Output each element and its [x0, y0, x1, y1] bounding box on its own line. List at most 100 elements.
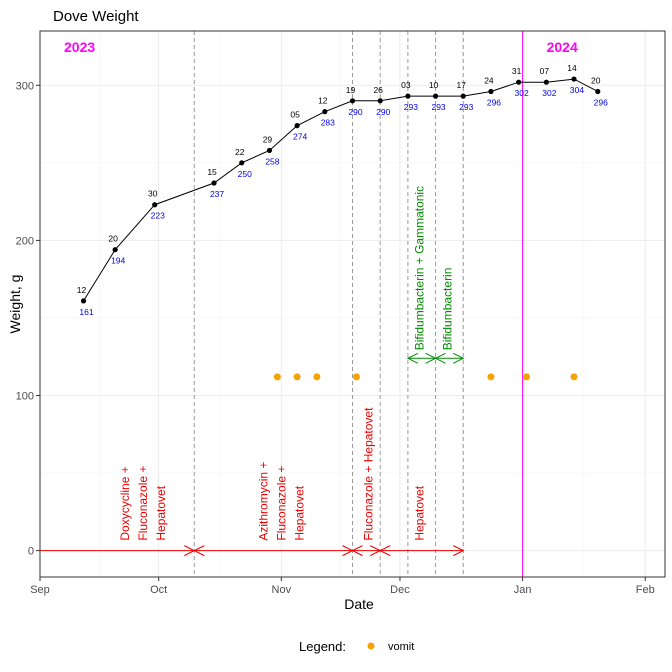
legend-title: Legend: [299, 639, 346, 654]
x-axis: Sep Oct Nov Dec Jan Feb [30, 577, 655, 596]
treatment-label: Fluconazole + [136, 466, 150, 541]
weight-value-label: 293 [459, 102, 473, 112]
weight-value-label: 293 [431, 102, 445, 112]
weight-value-label: 237 [210, 189, 224, 199]
x-tick-label: Nov [272, 584, 292, 596]
vomit-point [273, 373, 281, 381]
weight-value-label: 194 [111, 256, 125, 266]
treatment-label: Fluconazole + Hepatovet [361, 407, 375, 541]
legend: Legend: vomit [299, 639, 414, 654]
x-tick-label: Oct [150, 584, 167, 596]
weight-point [516, 79, 522, 85]
year-labels: 2023 2024 [64, 39, 578, 55]
weight-point [405, 93, 411, 99]
weight-value-label: 302 [542, 88, 556, 98]
year-label: 2024 [547, 39, 578, 55]
weight-value-label: 258 [265, 156, 279, 166]
arrow-head [453, 545, 465, 557]
y-tick-label: 0 [28, 546, 34, 558]
vomit-point [523, 373, 531, 381]
panel-border [39, 30, 666, 578]
arrow-head [193, 545, 205, 557]
weight-series: 12 161 20 194 30 223 15 237 22 250 29 258 05 274 12 283… [77, 63, 608, 317]
weight-value-label: 304 [570, 85, 584, 95]
vomit-point [352, 373, 360, 381]
arrow-head [406, 352, 419, 364]
vomit-point [293, 373, 301, 381]
weight-point [377, 98, 383, 104]
arrow-head [351, 545, 363, 557]
treatment-label: Azithromycin + [256, 462, 270, 541]
x-tick-label: Sep [30, 584, 50, 596]
day-label: 05 [290, 110, 300, 120]
weight-value-label: 223 [151, 211, 165, 221]
weight-point [460, 93, 466, 99]
day-label: 29 [263, 134, 273, 144]
weight-value-label: 296 [594, 97, 608, 107]
day-label: 07 [540, 66, 550, 76]
y-tick-label: 200 [16, 235, 34, 247]
treatment-label: Hepatovet [154, 485, 168, 540]
vertical-markers [193, 31, 524, 577]
treatment-label: Fluconazole + [274, 466, 288, 541]
weight-point [432, 93, 439, 99]
vomit-point [313, 373, 321, 381]
weight-value-label: 290 [348, 107, 362, 117]
legend-vomit-label: vomit [388, 641, 414, 653]
day-label: 20 [591, 75, 601, 85]
x-axis-title: Date [344, 596, 374, 612]
treatment-label: Hepatovet [292, 485, 306, 540]
x-tick-label: Jan [514, 584, 532, 596]
day-label: 20 [108, 234, 118, 244]
treatment-layer: Doxycycline + Fluconazole + Hepatovet Azith… [40, 186, 465, 557]
treatment-label: Doxycycline + [118, 466, 132, 540]
weight-point [80, 298, 87, 304]
weight-point [211, 180, 217, 186]
x-tick-label: Dec [390, 584, 410, 596]
day-label: 17 [457, 80, 467, 90]
legend-vomit-swatch [367, 642, 375, 650]
day-label: 03 [401, 80, 411, 90]
treatment-label: Bifidumbacterin + Gammatonic [413, 186, 427, 350]
weight-point [152, 202, 158, 208]
treatment-label: Bifidumbacterin [440, 268, 454, 351]
day-label: 22 [235, 147, 245, 157]
weight-value-label: 283 [321, 118, 335, 128]
treatment-label: Hepatovet [413, 485, 427, 540]
weight-value-label: 250 [238, 169, 252, 179]
x-tick-label: Feb [636, 584, 655, 596]
weight-value-label: 302 [515, 88, 529, 98]
weight-point [349, 98, 356, 104]
weight-point [571, 76, 577, 82]
day-label: 30 [148, 189, 158, 199]
arrow-head [434, 352, 446, 364]
vomit-point [487, 373, 495, 381]
y-axis: 0 100 200 300 [16, 80, 40, 558]
vomit-points [273, 373, 578, 381]
y-tick-label: 300 [16, 80, 34, 92]
arrow-head [379, 545, 391, 557]
weight-point [266, 147, 273, 154]
day-label: 12 [77, 285, 87, 295]
y-axis-title: Weight, g [7, 275, 23, 334]
weight-point [294, 123, 300, 129]
day-label: 31 [512, 66, 522, 76]
weight-line [83, 78, 598, 302]
weight-point [322, 109, 328, 115]
weight-point [112, 247, 118, 253]
weight-point [239, 160, 245, 166]
weight-value-label: 161 [79, 307, 93, 317]
weight-point [543, 79, 549, 85]
weight-point [595, 88, 601, 95]
weight-value-label: 296 [487, 97, 501, 107]
weight-point [488, 88, 494, 95]
year-label: 2023 [64, 39, 95, 55]
day-label: 12 [318, 96, 328, 106]
day-label: 24 [484, 75, 494, 85]
weight-value-label: 290 [376, 107, 390, 117]
vomit-point [570, 373, 578, 381]
weight-value-label: 274 [293, 132, 307, 142]
y-tick-label: 100 [16, 391, 34, 403]
arrow-head [453, 352, 465, 364]
